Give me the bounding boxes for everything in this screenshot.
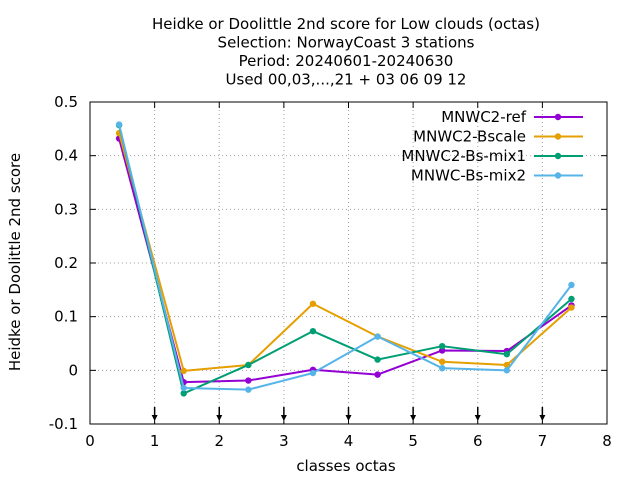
series-line (118, 132, 573, 372)
x-tick-label: 6 (473, 432, 483, 450)
data-point (309, 369, 317, 377)
data-point (180, 384, 187, 392)
y-tick-label: 0.1 (54, 308, 78, 326)
data-point (568, 281, 575, 289)
data-point (374, 371, 381, 378)
data-point (568, 295, 575, 303)
legend-entry: MNWC2-ref (441, 108, 583, 126)
x-tick-label: 8 (602, 432, 612, 450)
legend-label: MNWC2-ref (441, 108, 526, 126)
legend-swatch-marker (554, 152, 562, 160)
series-4 (115, 121, 575, 393)
y-axis-ticks: -0.1 0 0.1 0.2 0.3 0.4 0.5 (49, 93, 607, 433)
y-tick-label: 0.2 (54, 254, 78, 272)
title-line: Heidke or Doolittle 2nd score for Low cl… (152, 15, 540, 33)
y-axis-label: Heidke or Doolittle 2nd score (6, 153, 24, 371)
series-line (118, 124, 573, 395)
data-point (439, 358, 446, 365)
data-point (180, 367, 187, 375)
data-point (374, 356, 381, 363)
data-point (245, 361, 252, 369)
chart-title: Heidke or Doolittle 2nd score for Low cl… (152, 15, 540, 89)
y-tick-label: 0 (68, 361, 78, 379)
data-point (309, 300, 317, 307)
legend-label: MNWC-Bs-mix2 (411, 167, 526, 185)
x-tick-label: 7 (538, 432, 548, 450)
legend-entry: MNWC2-Bs-mix1 (401, 147, 583, 165)
legend-label: MNWC2-Bscale (413, 128, 526, 146)
legend-swatch-marker (554, 113, 562, 121)
legend-label: MNWC2-Bs-mix1 (401, 147, 526, 165)
data-point (374, 333, 381, 340)
legend-entry: MNWC2-Bscale (413, 128, 583, 146)
title-line: Selection: NorwayCoast 3 stations (218, 34, 475, 52)
series-lines (115, 121, 575, 397)
x-axis-label: classes octas (296, 457, 396, 475)
y-tick-label: 0.4 (54, 147, 78, 165)
data-point (503, 367, 511, 374)
data-point (439, 364, 446, 372)
data-point (115, 121, 123, 128)
series-line (118, 124, 573, 391)
grid (90, 102, 607, 424)
y-tick-label: -0.1 (49, 415, 78, 433)
data-point (568, 304, 575, 311)
y-tick-label: 0.3 (54, 200, 78, 218)
x-tick-label: 4 (344, 432, 354, 450)
data-point (245, 377, 252, 384)
x-tick-label: 2 (214, 432, 224, 450)
legend-swatch-marker (554, 172, 562, 179)
title-line: Used 00,03,...,21 + 03 06 09 12 (226, 71, 467, 89)
data-point (180, 390, 187, 397)
title-line: Period: 20240601-20240630 (239, 52, 454, 70)
x-tick-label: 5 (408, 432, 418, 450)
x-tick-label: 3 (279, 432, 289, 450)
data-point (309, 327, 317, 335)
data-point (503, 351, 511, 358)
y-tick-label: 0.5 (54, 93, 78, 111)
x-tick-label: 0 (85, 432, 95, 450)
legend-entry: MNWC-Bs-mix2 (411, 167, 583, 185)
data-point (245, 386, 252, 393)
legend-swatch-marker (554, 133, 562, 140)
x-tick-label: 1 (150, 432, 160, 450)
x-axis-ticks: 0 1 2 3 4 5 6 7 8 (85, 102, 612, 450)
series-line (118, 138, 573, 384)
data-point (439, 342, 446, 350)
